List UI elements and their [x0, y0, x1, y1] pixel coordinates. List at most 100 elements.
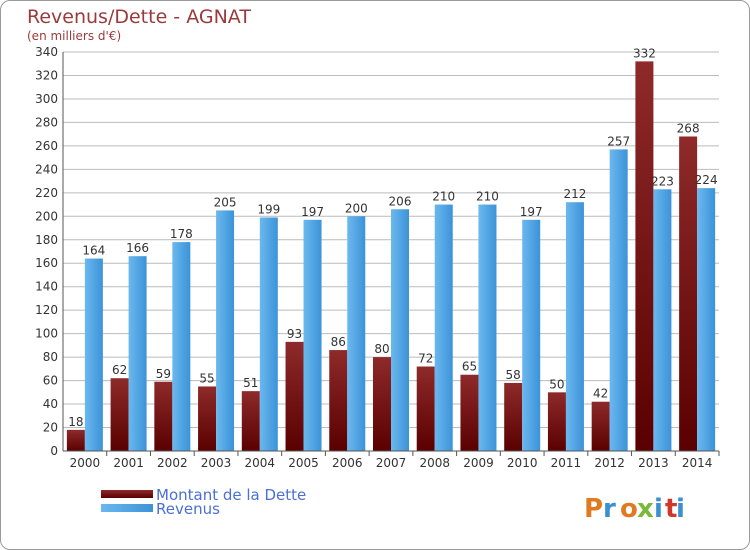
bar-dette: [373, 357, 391, 451]
logo-letter: i: [654, 494, 663, 524]
data-label-revenus: 197: [520, 205, 543, 219]
x-tick-label: 2000: [70, 456, 101, 470]
x-tick-label: 2007: [376, 456, 407, 470]
data-label-dette: 42: [593, 387, 608, 401]
x-tick-label: 2009: [463, 456, 494, 470]
data-label-revenus: 205: [214, 195, 237, 209]
logo-letter: x: [637, 494, 654, 524]
legend-label-dette: Montant de la Dette: [156, 486, 306, 504]
bar-revenus: [434, 204, 453, 451]
x-tick-label: 2003: [201, 456, 232, 470]
y-tick-label: 280: [35, 115, 58, 129]
bar-revenus: [653, 189, 672, 451]
data-label-revenus: 223: [651, 174, 674, 188]
data-label-revenus: 197: [301, 205, 324, 219]
bar-dette: [460, 374, 479, 451]
bar-revenus: [478, 204, 497, 451]
bar-dette: [241, 391, 260, 451]
bar-revenus: [347, 216, 366, 451]
chart-title: Revenus/Dette - AGNAT: [27, 6, 251, 28]
y-tick-label: 0: [50, 444, 58, 458]
logo-letter: P: [584, 494, 603, 524]
bar-dette: [285, 341, 304, 451]
data-label-dette: 51: [243, 376, 258, 390]
y-tick-label: 20: [43, 421, 58, 435]
bar-dette: [66, 429, 85, 451]
y-tick-label: 300: [35, 92, 58, 106]
y-tick-label: 40: [43, 397, 58, 411]
y-tick-label: 200: [35, 209, 58, 223]
data-label-dette: 72: [418, 352, 433, 366]
y-tick-label: 340: [35, 45, 58, 59]
bar-dette: [635, 61, 654, 451]
data-label-dette: 93: [287, 327, 302, 341]
data-label-dette: 80: [374, 342, 389, 356]
bar-revenus: [128, 256, 147, 451]
y-tick-label: 100: [35, 327, 58, 341]
x-tick-label: 2014: [682, 456, 713, 470]
data-label-dette: 62: [112, 363, 127, 377]
data-label-dette: 268: [677, 121, 700, 135]
bar-revenus: [216, 210, 235, 451]
x-tick-label: 2004: [245, 456, 276, 470]
bar-revenus: [259, 217, 278, 451]
y-tick-label: 240: [35, 162, 58, 176]
data-label-revenus: 164: [82, 244, 105, 258]
data-label-revenus: 212: [563, 187, 586, 201]
bar-dette: [416, 366, 435, 451]
x-tick-label: 2005: [288, 456, 319, 470]
data-label-dette: 50: [549, 377, 564, 391]
x-tick-label: 2011: [551, 456, 582, 470]
data-label-revenus: 166: [126, 241, 149, 255]
y-tick-label: 120: [35, 303, 58, 317]
y-tick-label: 180: [35, 233, 58, 247]
chart-subtitle: (en milliers d'€): [27, 29, 122, 43]
data-label-dette: 55: [199, 371, 214, 385]
data-label-dette: 86: [331, 335, 346, 349]
bar-revenus: [172, 242, 191, 451]
x-tick-label: 2001: [113, 456, 144, 470]
data-label-revenus: 224: [695, 173, 718, 187]
x-tick-label: 2002: [157, 456, 188, 470]
x-tick-label: 2012: [594, 456, 625, 470]
logo-letter: o: [620, 494, 638, 524]
data-label-dette: 18: [68, 415, 83, 429]
logo-letter: r: [603, 494, 616, 524]
bar-dette: [110, 378, 129, 451]
bar-revenus: [609, 149, 628, 451]
data-label-dette: 332: [633, 46, 656, 60]
data-label-revenus: 210: [432, 190, 455, 204]
logo-letter: t: [665, 494, 677, 524]
data-label-dette: 59: [156, 367, 171, 381]
bar-dette: [198, 386, 217, 451]
bar-revenus: [697, 188, 716, 452]
bar-revenus: [303, 219, 322, 451]
y-tick-label: 220: [35, 186, 58, 200]
y-tick-label: 60: [43, 374, 58, 388]
bar-dette: [504, 382, 523, 451]
bar-dette: [329, 350, 348, 451]
bar-revenus: [565, 202, 584, 451]
bar-revenus: [391, 209, 409, 451]
y-tick-label: 320: [35, 68, 58, 82]
bar-dette: [591, 401, 610, 451]
legend-swatch-revenus: [101, 504, 153, 512]
y-tick-label: 140: [35, 280, 58, 294]
data-label-revenus: 200: [345, 201, 368, 215]
y-tick-label: 80: [43, 350, 58, 364]
bar-dette: [547, 392, 566, 451]
data-label-revenus: 199: [257, 202, 280, 216]
bar-revenus: [84, 258, 103, 451]
y-tick-label: 260: [35, 139, 58, 153]
legend-label-revenus: Revenus: [156, 500, 220, 518]
logo-letter: i: [676, 494, 685, 524]
data-label-revenus: 178: [170, 227, 193, 241]
data-label-revenus: 210: [476, 190, 499, 204]
bar-revenus: [522, 219, 541, 451]
data-label-revenus: 257: [607, 134, 630, 148]
bar-dette: [154, 381, 173, 451]
data-label-revenus: 206: [389, 194, 412, 208]
